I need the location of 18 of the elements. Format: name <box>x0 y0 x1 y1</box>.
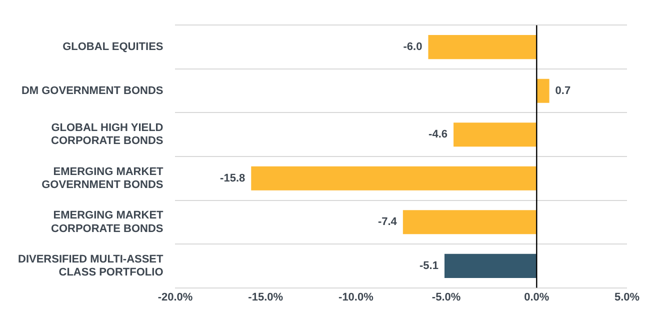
data-label: -7.4 <box>378 216 398 228</box>
y-tick-label: EMERGING MARKET GOVERNMENT BONDS <box>42 166 164 192</box>
y-tick-label: DM GOVERNMENT BONDS <box>21 84 164 97</box>
y-tick-label: GLOBAL EQUITIES <box>62 41 164 54</box>
x-tick-label: -5.0% <box>432 291 461 304</box>
y-tick-label: GLOBAL HIGH YIELD CORPORATE BONDS <box>50 122 164 148</box>
x-tick-label: -15.0% <box>248 291 284 304</box>
x-tick-label: 0.0% <box>524 291 550 304</box>
data-label: -6.0 <box>403 41 422 54</box>
data-label: 0.7 <box>555 84 571 97</box>
data-label: -4.6 <box>428 128 448 141</box>
y-tick-label: DIVERSIFIED MULTI-ASSET CLASS PORTFOLIO <box>18 253 164 279</box>
data-label: -5.1 <box>420 260 438 272</box>
x-tick-label: -20.0% <box>158 291 193 304</box>
data-label: -15.8 <box>220 172 246 184</box>
y-tick-label: EMERGING MARKET CORPORATE BONDS <box>50 210 164 235</box>
x-tick-label: -10.0% <box>338 291 374 304</box>
x-tick-label: 5.0% <box>614 291 640 304</box>
